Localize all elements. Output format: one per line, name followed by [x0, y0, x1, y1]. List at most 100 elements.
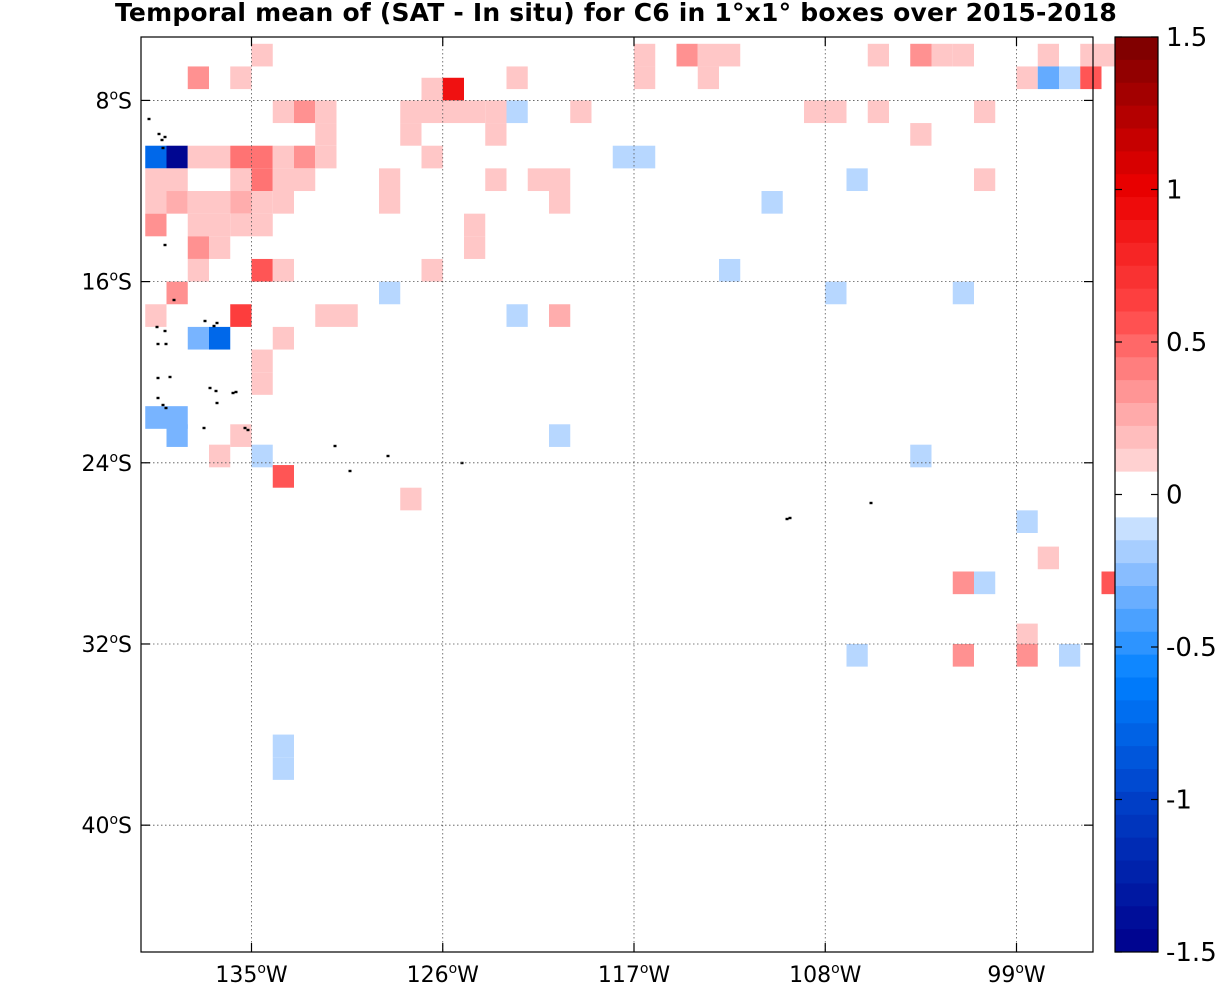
heatmap-cell: [676, 43, 698, 67]
colorbar-tick-label: 0: [1166, 481, 1183, 511]
heatmap-cell: [421, 100, 443, 124]
heatmap-cell: [952, 571, 974, 595]
colorbar-step: [1115, 220, 1158, 244]
heatmap-cell: [634, 43, 656, 67]
colorbar-step: [1115, 608, 1158, 633]
heatmap-cell: [549, 168, 571, 192]
heatmap-cell: [230, 424, 252, 447]
heatmap-cell: [846, 643, 868, 667]
colorbar-step: [1115, 403, 1158, 427]
heatmap-cell: [209, 444, 231, 468]
colorbar-step: [1115, 448, 1158, 473]
colorbar-tick-label: 1: [1166, 176, 1183, 206]
heatmap-cell: [549, 304, 571, 327]
axis-ticks: [141, 37, 1093, 952]
heatmap-cell: [145, 213, 167, 237]
colorbar-step: [1115, 654, 1158, 678]
colorbar-step: [1115, 860, 1158, 884]
lat-tick-label: 32oS: [81, 631, 132, 658]
island-markers: [147, 117, 873, 521]
colorbar-step: [1115, 723, 1158, 747]
heatmap-cell: [230, 66, 252, 90]
lat-tick-label: 40oS: [81, 812, 132, 839]
lon-tick-label: 126oW: [407, 961, 480, 984]
heatmap-cell: [251, 145, 273, 169]
heatmap-cell: [379, 191, 401, 214]
heatmap-cell: [251, 43, 273, 67]
colorbar-step: [1115, 288, 1158, 312]
heatmap-cell: [272, 326, 294, 350]
heatmap-cell: [910, 444, 932, 468]
heatmap-cell: [166, 281, 188, 305]
heatmap-cell: [166, 406, 188, 429]
heatmap-cell: [230, 304, 252, 327]
lat-tick-label: 16oS: [81, 269, 132, 296]
island-marker: [161, 403, 165, 407]
heatmap-cell: [251, 168, 273, 192]
heatmap-cell: [187, 258, 209, 282]
heatmap-cell: [251, 349, 273, 373]
colorbar-step: [1115, 791, 1158, 816]
heatmap-cell: [187, 66, 209, 90]
colorbar-step: [1115, 197, 1158, 221]
island-marker: [785, 517, 789, 521]
heatmap-cell: [1037, 546, 1059, 570]
heatmap-cell: [421, 145, 443, 169]
heatmap-cell: [506, 66, 528, 90]
heatmap-cell: [1016, 510, 1038, 534]
heatmap-cell: [187, 191, 209, 214]
heatmap-cell: [910, 43, 932, 67]
colorbar-tick-label: -1: [1166, 786, 1192, 816]
heatmap-cell: [1016, 623, 1038, 647]
heatmap-cell: [464, 213, 486, 237]
colorbar-tick-label: -1.5: [1166, 938, 1217, 968]
heatmap-cell: [230, 213, 252, 237]
colorbar-labels: 1.5 1 0.5 0 -0.5 -1 -1.5: [1166, 23, 1217, 968]
heatmap-cell: [209, 213, 231, 237]
colorbar-step: [1115, 37, 1158, 61]
lon-tick-label: 99oW: [987, 961, 1046, 984]
island-marker: [156, 396, 160, 400]
island-marker: [172, 298, 176, 302]
heatmap-cell: [1080, 66, 1102, 90]
island-marker: [203, 319, 207, 323]
heatmap-cell: [272, 191, 294, 214]
heatmap-cell: [251, 258, 273, 282]
heatmap-cell: [1037, 43, 1059, 67]
heatmap-cell: [1059, 66, 1081, 90]
heatmap-cell: [421, 77, 443, 101]
heatmap-cell: [697, 43, 719, 67]
heatmap-cell: [166, 424, 188, 447]
heatmap-cell: [952, 643, 974, 667]
colorbar-step: [1115, 105, 1158, 129]
heatmap-cell: [251, 372, 273, 395]
heatmap-cell: [209, 326, 231, 350]
colorbar-step: [1115, 242, 1158, 267]
island-marker: [163, 135, 167, 139]
heatmap-cell: [442, 100, 464, 124]
colorbar-tick-label: 1.5: [1166, 23, 1207, 53]
colorbar-step: [1115, 906, 1158, 930]
heatmap-cell: [400, 123, 422, 146]
heatmap-cell: [570, 100, 592, 124]
colorbar-step: [1115, 151, 1158, 175]
island-marker: [156, 376, 160, 380]
heatmap-cell: [804, 100, 826, 124]
heatmap-cell: [867, 43, 889, 67]
heatmap-cell: [549, 191, 571, 214]
colorbar-step: [1115, 82, 1158, 107]
heatmap-cell: [931, 43, 953, 67]
island-marker: [163, 329, 167, 333]
colorbar-step: [1115, 425, 1158, 450]
heatmap-cell: [761, 191, 783, 214]
heatmap-cell: [145, 406, 167, 429]
heatmap-cell: [634, 66, 656, 90]
heatmap-cell: [400, 100, 422, 124]
heatmap-cell: [315, 145, 337, 169]
island-marker: [333, 444, 337, 448]
island-marker: [168, 375, 172, 379]
heatmap-cell: [464, 100, 486, 124]
island-marker: [208, 386, 212, 390]
graticule-grid: [141, 37, 1093, 952]
heatmap-cell: [825, 100, 847, 124]
